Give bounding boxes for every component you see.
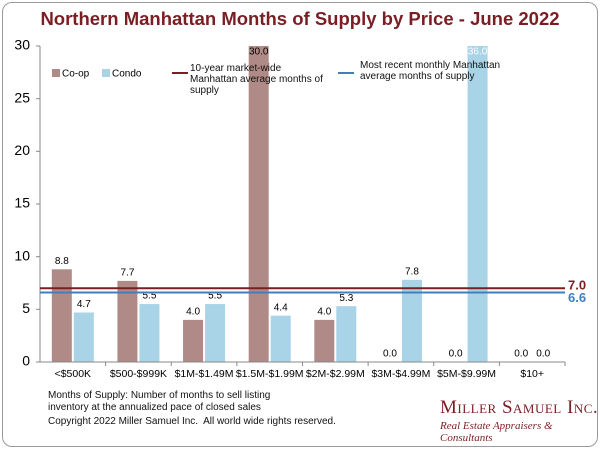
bar [248,46,269,362]
bar [270,315,291,362]
value-label: 4.4 [274,302,288,313]
value-label: 30.0 [249,47,269,58]
value-label: 5.3 [339,293,353,304]
value-label: 36.0 [468,47,488,58]
y-tick-label: 25 [14,89,30,105]
logo-name: Miller Samuel Inc. [440,397,599,418]
bar [183,319,204,362]
bar [336,306,357,362]
value-label: 0.0 [514,349,528,360]
bar [205,304,226,362]
value-label: 4.0 [317,307,331,318]
x-tick-label: $3M-$4.99M [371,368,430,380]
bar [467,46,488,362]
x-tick-label: $5M-$9.99M [437,368,496,380]
value-label: 7.8 [405,266,419,277]
value-label: 0.0 [536,349,550,360]
y-tick-label: 30 [14,37,30,53]
bar [314,319,335,362]
reference-label: 7.0 [568,278,586,293]
x-tick-label: $500-$999K [110,368,167,380]
value-label: 0.0 [449,349,463,360]
x-tick-label: $1.5M-$1.99M [236,368,304,380]
legend-swatch [102,69,110,77]
x-tick-label: $1M-$1.49M [175,368,234,380]
plot-area [51,46,488,362]
copyright: Copyright 2022 Miller Samuel Inc. All wo… [48,416,336,427]
reference-label: 6.6 [568,290,586,305]
legend-label: Condo [112,69,142,80]
value-label: 7.7 [120,268,134,279]
legend-label: Most recent monthly Manhattan average mo… [360,60,501,82]
bar [117,280,138,362]
chart-title: Northern Manhattan Months of Supply by P… [40,8,560,29]
value-label: 5.5 [208,291,222,302]
x-tick-label: <$500K [55,368,92,380]
y-tick-label: 15 [14,195,30,211]
bar [139,304,160,362]
bar [401,279,422,362]
value-label: 8.8 [55,256,69,267]
value-label: 4.7 [77,299,91,310]
value-label: 0.0 [383,349,397,360]
legend-swatch [52,69,60,77]
y-tick-label: 5 [22,300,30,316]
bar [51,269,72,362]
y-tick-label: 0 [22,353,30,369]
x-tick-label: $10+ [520,368,544,380]
value-label: 5.5 [142,291,156,302]
y-tick-label: 10 [14,247,30,263]
y-tick-label: 20 [14,142,30,158]
legend-label: Co-op [62,69,90,80]
note: Months of Supply: Number of months to se… [48,390,271,413]
logo-tagline: Real Estate Appraisers & Consultants [440,420,553,444]
x-tick-label: $2M-$2.99M [306,368,365,380]
legend-label: 10-year market-wide Manhattan average mo… [190,63,323,96]
value-label: 4.0 [186,307,200,318]
bar [73,312,94,362]
